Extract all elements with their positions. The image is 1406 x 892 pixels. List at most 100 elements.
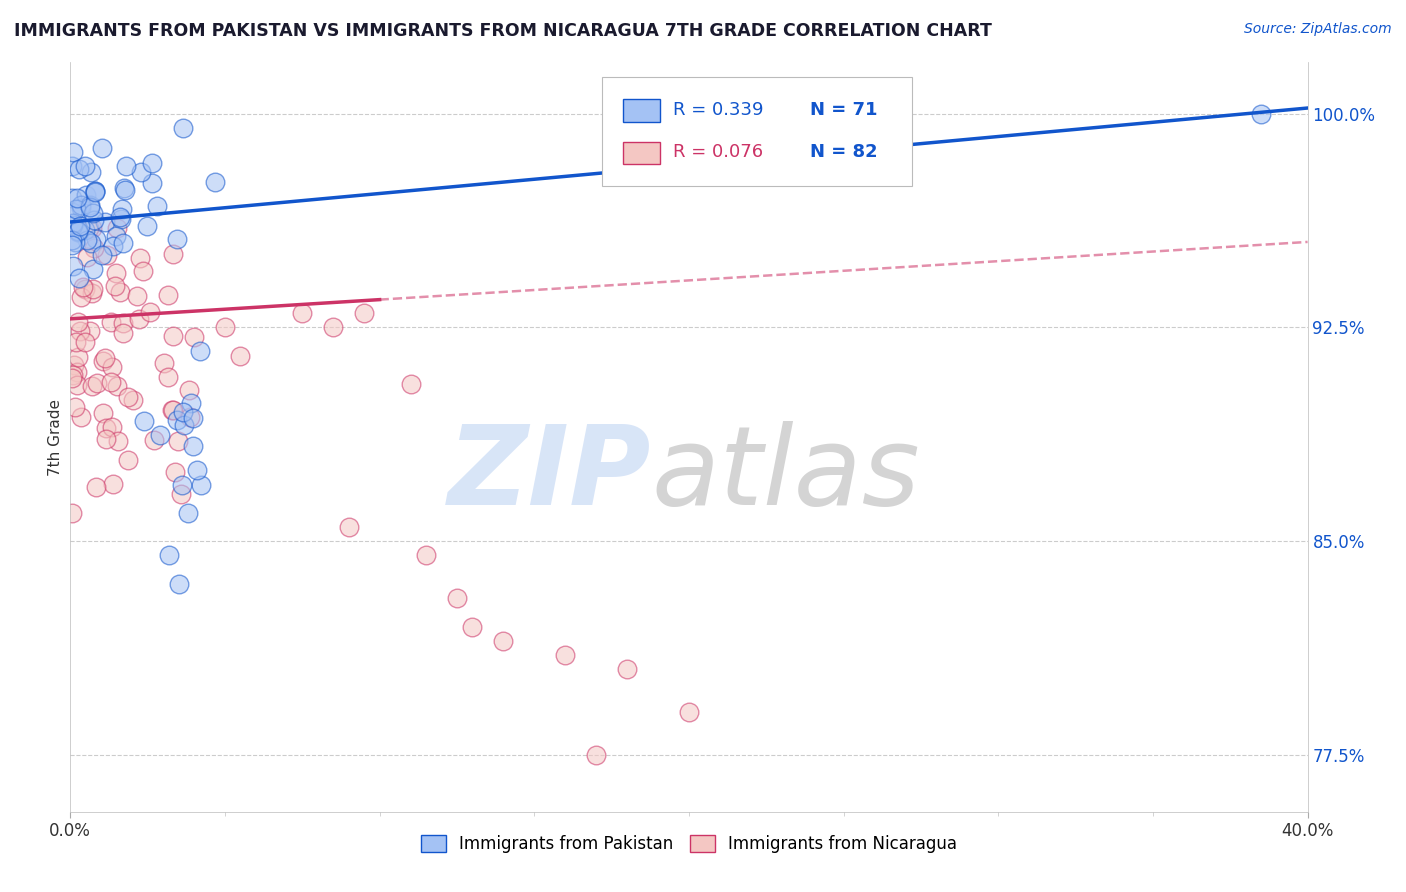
Point — [415, 549, 437, 563]
Point — [115, 159, 138, 173]
Point — [66, 191, 89, 205]
Point — [172, 121, 194, 136]
Point — [166, 231, 188, 245]
Point — [127, 289, 149, 303]
Point — [143, 433, 166, 447]
Point — [70, 198, 93, 212]
Point — [77, 220, 100, 235]
Point — [66, 225, 89, 239]
Point — [129, 252, 152, 266]
Point — [173, 417, 195, 432]
Point — [63, 401, 86, 415]
Point — [84, 232, 107, 246]
Point — [461, 619, 484, 633]
Point — [91, 141, 114, 155]
Point — [170, 478, 193, 492]
Point — [67, 315, 90, 329]
Point — [105, 220, 128, 235]
Point — [60, 191, 83, 205]
Point — [177, 506, 200, 520]
Point — [179, 409, 201, 424]
Point — [94, 214, 117, 228]
FancyBboxPatch shape — [602, 78, 911, 186]
Point — [399, 377, 422, 392]
Point — [107, 434, 129, 449]
Bar — [623, 142, 661, 164]
Point — [163, 465, 186, 479]
Point — [69, 410, 91, 425]
Text: atlas: atlas — [652, 421, 921, 528]
Point — [60, 370, 83, 384]
Point — [90, 248, 112, 262]
Point — [105, 378, 128, 392]
Point — [111, 202, 134, 216]
Point — [84, 184, 107, 198]
Point — [111, 326, 134, 341]
Point — [73, 335, 96, 350]
Point — [141, 176, 163, 190]
Point — [104, 266, 127, 280]
Point — [66, 377, 89, 392]
Point — [117, 453, 139, 467]
Text: N = 71: N = 71 — [810, 101, 877, 119]
Point — [112, 181, 135, 195]
Text: IMMIGRANTS FROM PAKISTAN VS IMMIGRANTS FROM NICARAGUA 7TH GRADE CORRELATION CHAR: IMMIGRANTS FROM PAKISTAN VS IMMIGRANTS F… — [14, 22, 993, 40]
Point — [91, 406, 114, 420]
Point — [79, 324, 101, 338]
Point — [153, 356, 176, 370]
Point — [79, 200, 101, 214]
Point — [101, 238, 124, 252]
Point — [585, 747, 607, 762]
Point — [492, 633, 515, 648]
Point — [132, 414, 155, 428]
Point — [70, 290, 93, 304]
Point — [67, 270, 90, 285]
Point — [229, 349, 252, 363]
Point — [73, 282, 96, 296]
Point — [446, 591, 468, 605]
Point — [83, 213, 105, 227]
Bar — [623, 99, 661, 121]
Point — [157, 370, 180, 384]
Point — [180, 396, 202, 410]
Point — [79, 197, 101, 211]
Point — [162, 247, 184, 261]
Point — [554, 648, 576, 662]
Point — [353, 306, 375, 320]
Point — [62, 216, 84, 230]
Point — [60, 237, 83, 252]
Point — [60, 233, 83, 247]
Y-axis label: 7th Grade: 7th Grade — [48, 399, 63, 475]
Point — [157, 549, 180, 563]
Point — [129, 165, 152, 179]
Point — [146, 199, 169, 213]
Point — [167, 434, 190, 449]
Point — [75, 188, 97, 202]
Point — [678, 705, 700, 719]
Point — [62, 219, 84, 233]
Point — [170, 487, 193, 501]
Point — [96, 248, 118, 262]
Point — [141, 156, 163, 170]
Point — [114, 183, 136, 197]
Point — [82, 281, 104, 295]
Point — [76, 233, 98, 247]
Point — [135, 219, 157, 234]
Point — [73, 223, 96, 237]
Point — [67, 162, 90, 177]
Point — [94, 420, 117, 434]
Point — [73, 159, 96, 173]
Point — [91, 353, 114, 368]
Point — [110, 211, 132, 226]
Point — [66, 365, 89, 379]
Point — [214, 320, 236, 334]
Point — [67, 225, 90, 239]
Point — [80, 379, 103, 393]
Point — [1250, 106, 1272, 120]
Text: R = 0.076: R = 0.076 — [673, 144, 763, 161]
Point — [108, 285, 131, 299]
Point — [101, 420, 124, 434]
Point — [111, 235, 134, 250]
Point — [83, 241, 105, 255]
Point — [82, 220, 104, 235]
